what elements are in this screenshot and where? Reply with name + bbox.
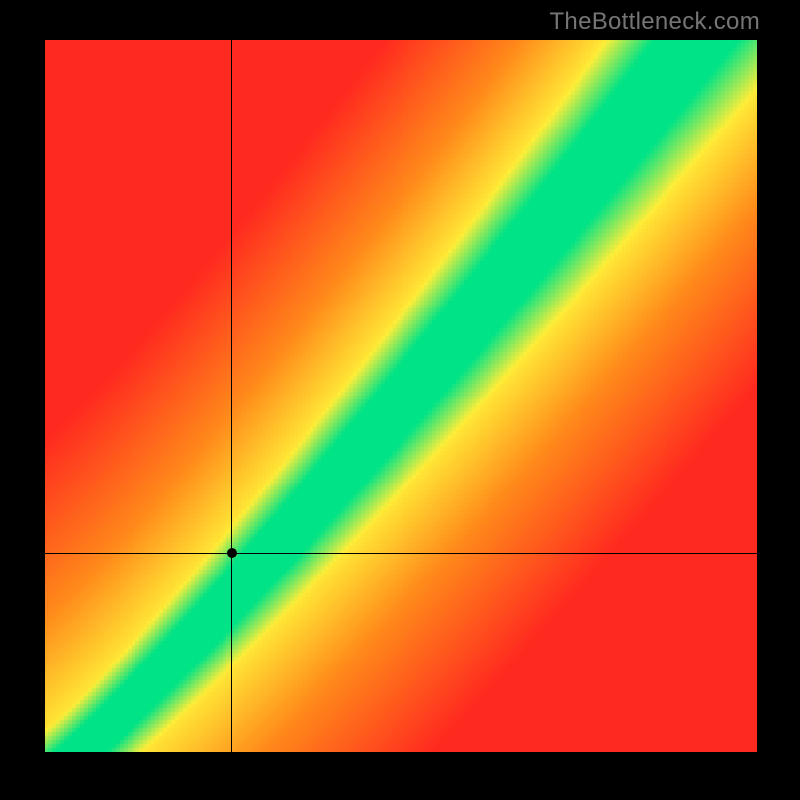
crosshair-marker <box>227 548 237 558</box>
bottleneck-heatmap-plot <box>45 40 757 752</box>
heatmap-canvas <box>45 40 757 752</box>
crosshair-horizontal <box>45 553 757 554</box>
watermark-text: TheBottleneck.com <box>549 8 760 36</box>
crosshair-vertical <box>231 40 232 752</box>
